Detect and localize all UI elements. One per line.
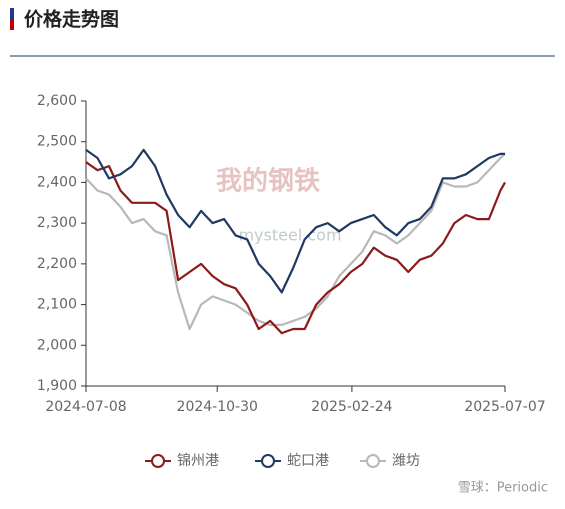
x-tick-label: 2024-10-30 [177,399,258,415]
watermark-logo: 我的钢铁 [216,166,320,197]
legend-marker [366,454,380,468]
y-tick-label: 2,400 [37,174,77,190]
watermark-site: mysteel.com [238,226,341,245]
series-line [85,153,506,331]
y-tick-label: 2,100 [37,297,77,313]
series-line [85,161,506,335]
title-icon [10,8,14,19]
x-tick-label: 2024-07-08 [45,399,126,415]
legend-label: 锦州港 [177,452,219,469]
legend-marker [261,454,275,468]
legend-label: 潍坊 [392,453,420,469]
y-tick-label: 2,600 [37,93,77,109]
y-tick-label: 2,500 [37,134,77,150]
x-tick-label: 2025-07-07 [464,399,545,415]
x-tick-label: 2025-02-24 [311,399,392,415]
y-tick-label: 1,900 [37,378,77,394]
legend-label: 蛇口港 [287,453,329,469]
credit: 雪球：Periodic [458,481,548,496]
title: 价格走势图 [24,8,119,31]
series-line [85,148,505,294]
y-tick-label: 2,300 [37,215,77,231]
title-icon [10,19,14,30]
legend-marker [151,454,165,468]
y-tick-label: 2,200 [37,256,77,272]
y-tick-label: 2,000 [37,337,77,353]
